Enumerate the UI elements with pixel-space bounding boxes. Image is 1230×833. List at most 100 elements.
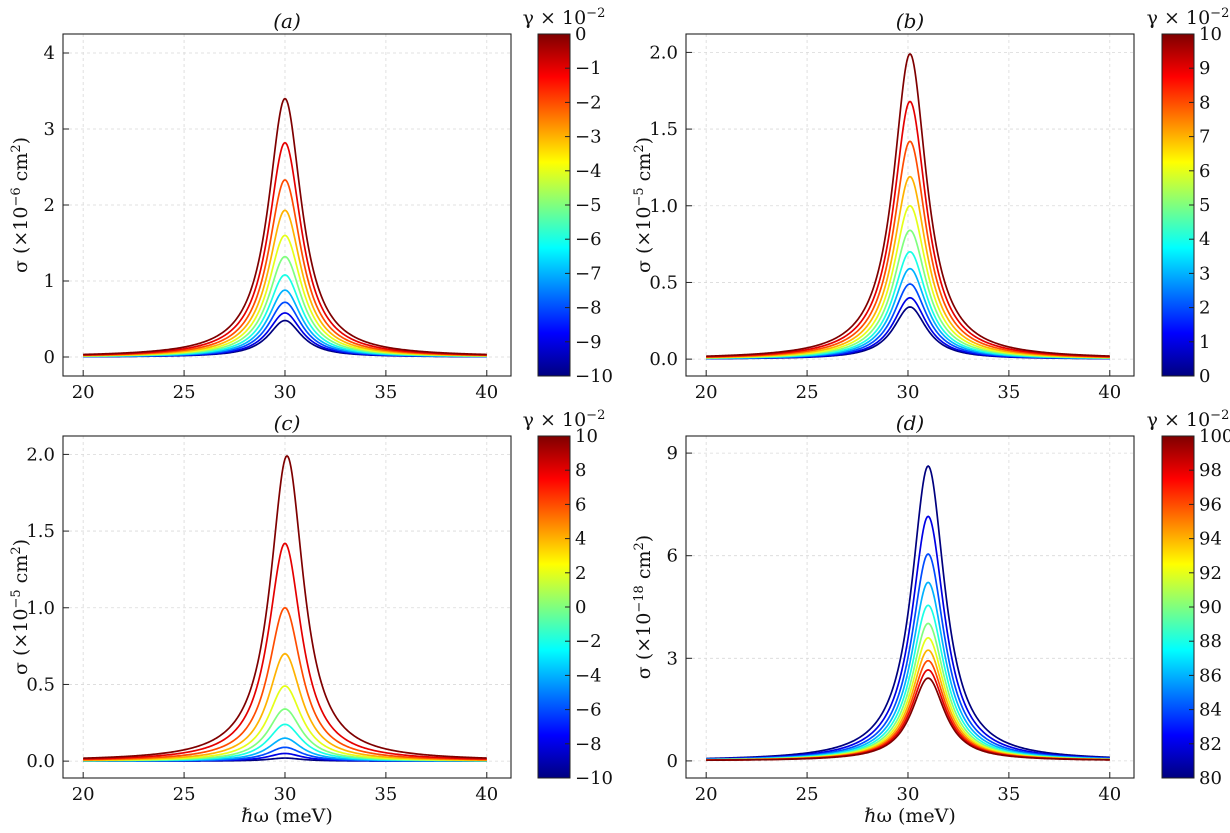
y-tick-label: 3	[667, 648, 678, 669]
series-line-9	[706, 100, 1110, 358]
colorbar-tick-label: −8	[575, 734, 602, 755]
y-tick-label: 2.0	[649, 42, 678, 63]
y-tick-label: 0	[667, 751, 678, 772]
colorbar-tick-label: −6	[575, 229, 602, 250]
series-line-84	[706, 553, 1110, 761]
y-tick-label: 1.5	[26, 521, 55, 542]
series-group	[706, 52, 1110, 360]
colorbar-tick-label: 8	[575, 460, 586, 481]
y-tick-label: 2	[44, 195, 55, 216]
series-line-10	[83, 454, 487, 760]
plot-frame	[62, 435, 512, 779]
colorbar-tick-label: −2	[575, 631, 602, 652]
colorbar-tick-label: −5	[575, 195, 602, 216]
colorbar-tick-label: −10	[575, 768, 613, 789]
series-line-10	[706, 52, 1110, 358]
y-tick-label: 0.5	[26, 674, 55, 695]
panel-d: 20 25 30 35 40 0 3 6 9 (d) σ (×10−18 cm2) ℏω (meV) 8…	[632, 408, 1230, 827]
plot-frame	[685, 33, 1135, 377]
series-line-4	[83, 652, 487, 761]
colorbar-tick-label: 7	[1199, 127, 1210, 148]
colorbar-tick-label: 80	[1199, 768, 1222, 789]
y-tick-label: 0.5	[649, 272, 678, 293]
colorbar-tick-label: 2	[575, 563, 586, 584]
colorbar-tick-label: 98	[1199, 460, 1222, 481]
panel-title: (c)	[274, 411, 301, 435]
colorbar-tick-label: 10	[1199, 24, 1222, 45]
colorbar-tick-label: −2	[575, 92, 602, 113]
colorbar-title: γ × 10−2	[1147, 408, 1230, 431]
colorbar-tick-label: 3	[1199, 263, 1210, 284]
colorbar-tick-label: 0	[1199, 366, 1210, 387]
colorbar-gradient	[538, 436, 570, 778]
series-line-96	[706, 659, 1110, 761]
colorbar-tick-label: 6	[1199, 161, 1210, 182]
colorbar: −10−9−8−7−6−5−4−3−2−10γ × 10−2	[523, 6, 613, 387]
panel-title: (b)	[896, 9, 924, 33]
panel-title: (d)	[896, 411, 924, 435]
colorbar-tick-label: −8	[575, 298, 602, 319]
colorbar-tick-label: 84	[1199, 700, 1222, 721]
colorbar-tick-label: −9	[575, 332, 602, 353]
colorbar-gradient	[1162, 34, 1194, 376]
colorbar-tick-label: 92	[1199, 563, 1222, 584]
x-tick-label: 20	[72, 784, 95, 805]
series-line-0	[83, 97, 487, 356]
y-tick-label: 0.0	[26, 751, 55, 772]
series-line--4	[83, 234, 487, 357]
x-tick-label: 35	[997, 382, 1020, 403]
colorbar-tick-label: 4	[575, 529, 586, 550]
colorbar-tick-label: 0	[575, 24, 586, 45]
series-line-8	[83, 542, 487, 760]
y-axis-label: σ (×10−6 cm2)	[9, 137, 32, 273]
y-axis-label: σ (×10−5 cm2)	[9, 539, 32, 675]
plot-frame	[685, 435, 1135, 779]
x-tick-label: 20	[72, 382, 95, 403]
y-tick-label: 1.5	[649, 119, 678, 140]
x-tick-label: 35	[374, 382, 397, 403]
series-line--1	[83, 141, 487, 356]
colorbar-tick-label: −10	[575, 366, 613, 387]
colorbar-tick-label: 2	[1199, 298, 1210, 319]
x-tick-label: 35	[374, 784, 397, 805]
y-tick-label: 9	[667, 443, 678, 464]
series-group	[706, 465, 1110, 762]
y-tick-label: 0.0	[649, 349, 678, 370]
colorbar-tick-label: 9	[1199, 58, 1210, 79]
colorbar-tick-label: 6	[575, 494, 586, 515]
colorbar-gradient	[538, 34, 570, 376]
x-tick-label: 25	[796, 382, 819, 403]
x-tick-label: 40	[1098, 382, 1121, 403]
y-tick-label: 1.0	[26, 598, 55, 619]
colorbar-tick-label: 1	[1199, 332, 1210, 353]
x-tick-label: 25	[173, 382, 196, 403]
colorbar: −10 −8 −6 −4 −2 0 2 4 6 8 10γ × 10−2	[523, 408, 613, 789]
y-tick-label: 3	[44, 119, 55, 140]
colorbar-tick-label: 8	[1199, 92, 1210, 113]
x-tick-label: 40	[475, 382, 498, 403]
colorbar-tick-label: 100	[1199, 426, 1230, 447]
colorbar-tick-label: −4	[575, 161, 602, 182]
colorbar-tick-label: 82	[1199, 734, 1222, 755]
x-tick-label: 25	[173, 784, 196, 805]
colorbar-tick-label: 90	[1199, 597, 1222, 618]
panel-c: 20 25 30 35 400.00.51.01.52.0(c)σ (×10−5 cm2…	[9, 408, 613, 827]
colorbar-tick-label: 86	[1199, 665, 1222, 686]
colorbar-gradient	[1162, 436, 1194, 778]
x-tick-label: 35	[997, 784, 1020, 805]
colorbar-tick-label: 5	[1199, 195, 1210, 216]
colorbar-tick-label: 94	[1199, 529, 1222, 550]
x-tick-label: 20	[695, 784, 718, 805]
x-tick-label: 40	[1098, 784, 1121, 805]
colorbar-title: γ × 10−2	[523, 6, 606, 29]
series-line-0	[706, 306, 1110, 360]
colorbar-tick-label: −6	[575, 700, 602, 721]
panel-b: 20 25 30 35 400.00.51.01.52.0(b)σ (×10−5 cm2…	[632, 6, 1229, 403]
y-tick-label: 0	[44, 347, 55, 368]
x-axis-label: ℏω (meV)	[241, 805, 333, 827]
colorbar-title: γ × 10−2	[1147, 6, 1230, 29]
x-tick-label: 30	[274, 784, 297, 805]
x-tick-label: 20	[695, 382, 718, 403]
